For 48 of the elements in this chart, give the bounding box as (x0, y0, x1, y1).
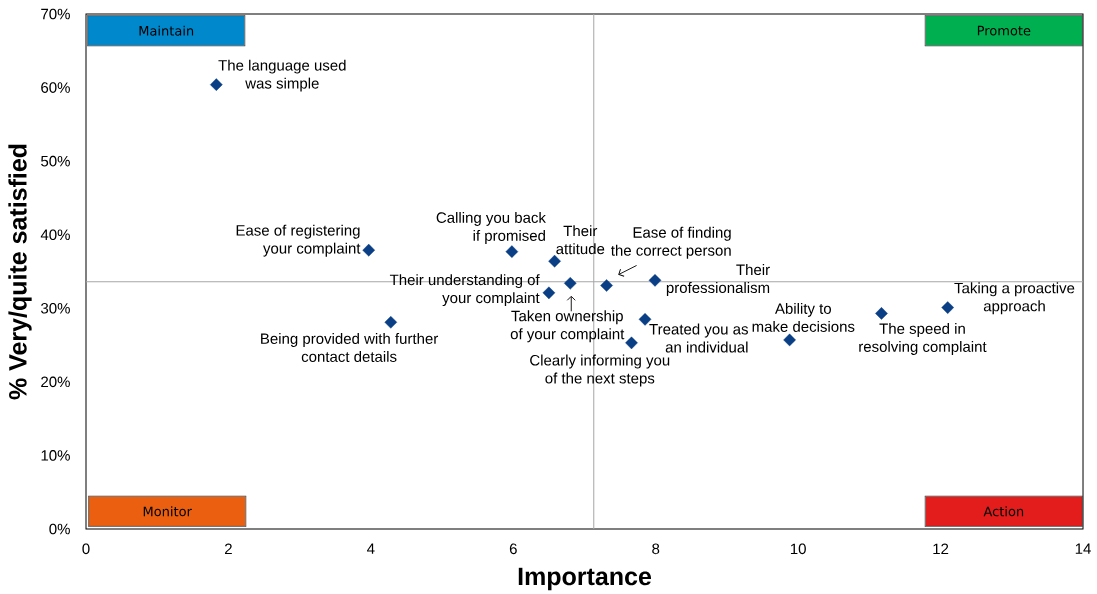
annotation: Calling you back if promised (436, 211, 546, 244)
x-tick-label: 4 (367, 543, 375, 554)
y-tick-label: 50% (41, 155, 70, 167)
y-tick-label: 40% (40, 229, 70, 241)
point (941, 301, 954, 314)
annotation: Ease of finding the correct person (611, 226, 731, 259)
x-tick-label: 8 (652, 543, 660, 555)
y-tick-label: 10% (41, 450, 70, 461)
point (362, 243, 376, 257)
annotation: Their professionalism (666, 264, 770, 297)
point (600, 279, 613, 292)
point (875, 307, 888, 320)
annotation: The speed in resolving complaint (859, 322, 987, 355)
point (542, 286, 556, 300)
point (384, 315, 398, 329)
annotation: Monitor (143, 506, 192, 517)
annotation: The language used was simple (218, 59, 346, 92)
y-axis-title: % Very/quite satisfied (8, 144, 32, 400)
annotation: Ability to make decisions (752, 302, 855, 332)
annotation: Ease of registering your complaint (236, 224, 361, 257)
x-tick-label: 10 (790, 543, 806, 555)
point (648, 274, 662, 287)
y-tick-label: 70% (41, 8, 70, 20)
annotation: Treated you as an individual (649, 323, 748, 353)
y-tick-label: 30% (41, 302, 70, 314)
point (563, 276, 577, 290)
y-tick-label: 20% (41, 376, 70, 388)
x-tick-label: 6 (509, 543, 517, 555)
point (625, 336, 638, 350)
annotation: Action (983, 506, 1024, 517)
y-tick-label: 0% (49, 523, 70, 535)
point (548, 254, 561, 268)
point (505, 245, 519, 258)
x-axis-title: Importance (518, 567, 652, 591)
annotation: Clearly informing you of the next steps (530, 354, 670, 387)
annotation: Taken ownership of your complaint (510, 310, 625, 343)
x-tick-label: 14 (1075, 543, 1091, 554)
annotation: Promote (977, 25, 1031, 36)
annotation: Being provided with further contact details (261, 332, 439, 362)
point (783, 333, 796, 347)
x-tick-label: 2 (225, 543, 232, 555)
annotation: Their understanding of your complaint (389, 274, 540, 307)
annotation: Taking a proactive approach (954, 282, 1075, 315)
x-tick-label: 0 (82, 543, 90, 555)
y-tick-label: 60% (41, 82, 70, 93)
point (210, 78, 223, 91)
annotation: Their attitude (556, 225, 605, 255)
x-tick-label: 12 (933, 543, 949, 555)
